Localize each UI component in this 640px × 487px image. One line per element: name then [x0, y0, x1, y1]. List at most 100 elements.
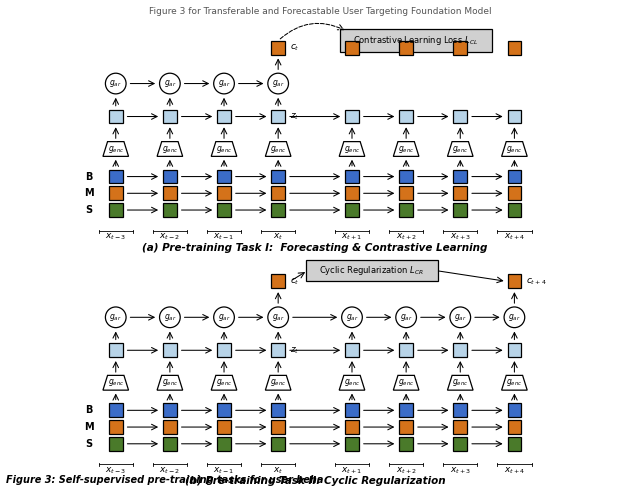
Text: $g_{enc}$: $g_{enc}$	[398, 377, 414, 388]
Bar	[345, 420, 359, 434]
Bar	[399, 169, 413, 184]
FancyBboxPatch shape	[340, 29, 492, 52]
Circle shape	[342, 307, 362, 328]
Text: $x_{t+3}$: $x_{t+3}$	[450, 466, 471, 476]
Bar	[163, 187, 177, 200]
Bar	[399, 420, 413, 434]
Bar	[271, 169, 285, 184]
Text: $x_{t+4}$: $x_{t+4}$	[504, 466, 525, 476]
Text: $x_t$: $x_t$	[273, 466, 284, 476]
Bar	[453, 187, 467, 200]
Text: $g_{ar}$: $g_{ar}$	[272, 312, 284, 323]
Text: $x_{t+1}$: $x_{t+1}$	[341, 466, 363, 476]
Polygon shape	[339, 142, 365, 156]
Bar	[109, 420, 123, 434]
Text: Figure 3 for Transferable and Forecastable User Targeting Foundation Model: Figure 3 for Transferable and Forecastab…	[148, 7, 492, 16]
Text: $g_{enc}$: $g_{enc}$	[216, 377, 232, 388]
Text: S: S	[85, 205, 92, 215]
Bar	[217, 187, 231, 200]
Bar	[399, 343, 413, 357]
Bar	[109, 110, 123, 123]
Bar	[345, 169, 359, 184]
Text: $x_{t-3}$: $x_{t-3}$	[105, 466, 126, 476]
Text: M: M	[84, 188, 93, 198]
Text: B: B	[85, 405, 92, 415]
Text: $g_{enc}$: $g_{enc}$	[270, 144, 286, 154]
Bar	[399, 187, 413, 200]
Bar	[271, 187, 285, 200]
Bar	[508, 420, 522, 434]
Bar	[399, 403, 413, 417]
Text: $g_{ar}$: $g_{ar}$	[218, 78, 230, 89]
Bar	[345, 437, 359, 450]
Polygon shape	[447, 375, 473, 390]
Text: $g_{enc}$: $g_{enc}$	[162, 144, 178, 154]
Text: (a) Pre-training Task I:  Forecasting & Contrastive Learning: (a) Pre-training Task I: Forecasting & C…	[142, 243, 488, 253]
Bar	[163, 203, 177, 217]
Circle shape	[504, 307, 525, 328]
Circle shape	[214, 307, 234, 328]
Polygon shape	[157, 142, 182, 156]
Text: $g_{enc}$: $g_{enc}$	[216, 144, 232, 154]
Text: $g_{enc}$: $g_{enc}$	[162, 377, 178, 388]
Polygon shape	[103, 142, 129, 156]
Bar	[109, 343, 123, 357]
Bar	[217, 420, 231, 434]
Bar	[508, 41, 522, 55]
Polygon shape	[447, 142, 473, 156]
Text: $z_t$: $z_t$	[290, 111, 300, 122]
Bar	[453, 169, 467, 184]
Polygon shape	[502, 375, 527, 390]
Text: $x_{t-2}$: $x_{t-2}$	[159, 232, 180, 243]
Circle shape	[106, 307, 126, 328]
Bar	[109, 203, 123, 217]
Bar	[109, 403, 123, 417]
Text: $g_{ar}$: $g_{ar}$	[164, 78, 176, 89]
Bar	[163, 403, 177, 417]
Text: $g_{enc}$: $g_{enc}$	[344, 377, 360, 388]
Circle shape	[268, 307, 289, 328]
Text: B: B	[85, 171, 92, 182]
Circle shape	[396, 307, 417, 328]
Bar	[345, 343, 359, 357]
Text: $g_{enc}$: $g_{enc}$	[452, 144, 468, 154]
Text: $g_{ar}$: $g_{ar}$	[109, 78, 122, 89]
Text: $g_{ar}$: $g_{ar}$	[454, 312, 467, 323]
Text: $c_t$: $c_t$	[290, 42, 300, 53]
Text: $g_{enc}$: $g_{enc}$	[506, 377, 523, 388]
Bar	[217, 203, 231, 217]
Text: $c_{t+4}$: $c_{t+4}$	[526, 276, 547, 287]
Bar	[345, 403, 359, 417]
Circle shape	[214, 73, 234, 94]
Text: M: M	[84, 422, 93, 432]
Bar	[217, 437, 231, 450]
Text: Contrastive Learning Loss $L_{CL}$: Contrastive Learning Loss $L_{CL}$	[353, 34, 479, 47]
Bar	[453, 110, 467, 123]
Text: $g_{enc}$: $g_{enc}$	[108, 144, 124, 154]
Text: S: S	[85, 439, 92, 449]
Bar	[163, 437, 177, 450]
Polygon shape	[394, 142, 419, 156]
Bar	[508, 437, 522, 450]
Text: $g_{enc}$: $g_{enc}$	[344, 144, 360, 154]
Polygon shape	[266, 142, 291, 156]
Text: $z_t$: $z_t$	[290, 345, 300, 356]
Circle shape	[268, 73, 289, 94]
Bar	[453, 403, 467, 417]
Bar	[399, 203, 413, 217]
Circle shape	[450, 307, 470, 328]
Bar	[271, 437, 285, 450]
Polygon shape	[502, 142, 527, 156]
Bar	[453, 203, 467, 217]
FancyBboxPatch shape	[306, 260, 438, 281]
Text: $g_{enc}$: $g_{enc}$	[398, 144, 414, 154]
Bar	[345, 41, 359, 55]
Bar	[217, 343, 231, 357]
Bar	[399, 110, 413, 123]
Text: $g_{ar}$: $g_{ar}$	[400, 312, 412, 323]
Bar	[271, 275, 285, 288]
Text: Figure 3: Self-supervised pre-training tasks for user beha: Figure 3: Self-supervised pre-training t…	[6, 474, 324, 485]
Bar	[399, 41, 413, 55]
Text: $g_{enc}$: $g_{enc}$	[270, 377, 286, 388]
Bar	[217, 403, 231, 417]
